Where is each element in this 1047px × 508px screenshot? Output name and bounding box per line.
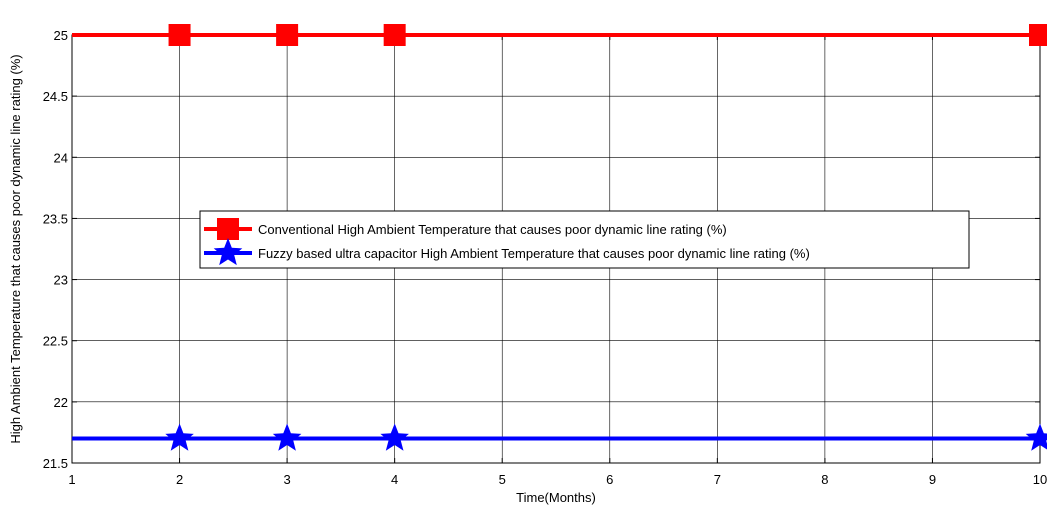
data-point-conventional — [383, 24, 406, 46]
data-point-fuzzy — [380, 423, 409, 451]
x-tick-label: 6 — [606, 472, 613, 487]
x-tick-label: 8 — [821, 472, 828, 487]
y-tick-label: 24 — [54, 150, 68, 165]
x-axis-label: Time(Months) — [516, 490, 596, 505]
data-point-fuzzy — [272, 423, 302, 451]
y-tick-label: 21.5 — [43, 456, 68, 471]
x-tick-label: 9 — [929, 472, 936, 487]
y-tick-label: 24.5 — [43, 89, 68, 104]
x-tick-label: 4 — [391, 472, 398, 487]
data-point-conventional — [168, 24, 191, 46]
y-tick-label: 25 — [54, 28, 68, 43]
data-point-fuzzy — [1025, 423, 1047, 451]
legend-box — [199, 210, 970, 269]
data-point-conventional — [1029, 24, 1047, 46]
x-tick-label: 10 — [1033, 472, 1047, 487]
x-tick-label: 3 — [283, 472, 290, 487]
x-tick-label: 1 — [68, 472, 75, 487]
series-group — [72, 24, 1047, 451]
y-tick-label: 23 — [54, 273, 68, 288]
y-axis-label: High Ambient Temperature that causes poo… — [8, 54, 23, 443]
data-point-conventional — [276, 24, 299, 46]
legend: Conventional High Ambient Temperature th… — [199, 210, 970, 269]
y-tick-label: 22.5 — [43, 334, 68, 349]
legend-label-conventional: Conventional High Ambient Temperature th… — [258, 222, 727, 237]
legend-label-fuzzy: Fuzzy based ultra capacitor High Ambient… — [258, 246, 810, 261]
data-point-fuzzy — [165, 423, 194, 451]
legend-marker-conventional — [217, 218, 239, 240]
x-tick-label: 5 — [499, 472, 506, 487]
x-tick-label: 2 — [176, 472, 183, 487]
legend-marker-fuzzy — [213, 238, 243, 266]
y-tick-label: 22 — [54, 395, 68, 410]
x-tick-label: 7 — [714, 472, 721, 487]
y-tick-label: 23.5 — [43, 211, 68, 226]
